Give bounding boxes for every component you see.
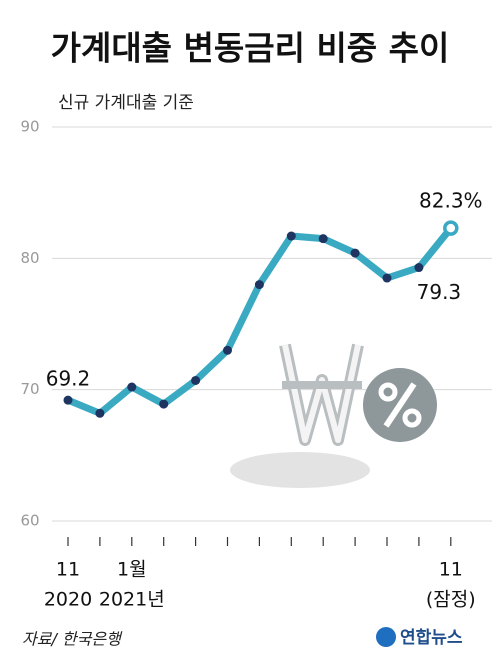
marker <box>318 234 328 244</box>
marker <box>254 280 264 290</box>
chart-subtitle: 신규 가계대출 기준 <box>58 93 194 113</box>
won-sign <box>282 344 361 443</box>
marker <box>223 345 232 355</box>
marker <box>350 248 360 258</box>
percent-dot <box>378 382 398 402</box>
marker <box>414 263 424 273</box>
marker <box>159 399 169 409</box>
x-sub-label: 2021년 <box>99 589 165 611</box>
y-tick-label: 80 <box>20 249 39 267</box>
y-tick-label: 90 <box>20 118 39 136</box>
y-tick-label: 70 <box>20 380 39 398</box>
percent-dot <box>402 408 422 428</box>
marker <box>382 273 392 283</box>
value-label: 79.3 <box>417 280 462 304</box>
x-tick-label: 11 <box>56 559 80 581</box>
source: 자료/ 한국은행 <box>22 630 123 649</box>
x-tick-label: 1월 <box>117 559 147 581</box>
logo-icon <box>376 627 396 647</box>
marker <box>286 231 296 241</box>
logo: 연합뉴스 <box>400 627 463 648</box>
percent-slash <box>383 382 417 428</box>
x-tick-label: 11 <box>439 559 463 581</box>
value-label: 82.3% <box>419 189 483 213</box>
y-tick-label: 60 <box>20 512 39 530</box>
shadow <box>230 452 370 488</box>
decoration <box>230 343 437 488</box>
marker <box>443 220 459 236</box>
x-sub-label: 2020 <box>44 589 92 611</box>
marker <box>191 375 201 385</box>
marker <box>127 382 137 392</box>
x-sub-label: (잠정) <box>426 589 476 611</box>
marker <box>95 408 105 418</box>
chart-title: 가계대출 변동금리 비중 추이 <box>51 29 450 68</box>
marker <box>63 395 73 405</box>
value-label: 69.2 <box>46 367 91 391</box>
